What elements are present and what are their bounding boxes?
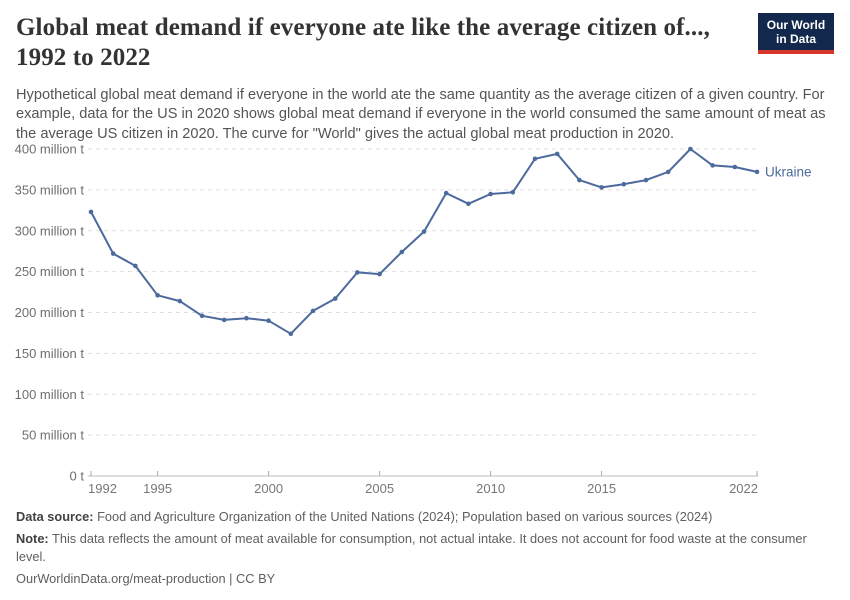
chart-title: Global meat demand if everyone ate like … <box>16 14 710 71</box>
data-point[interactable] <box>554 151 560 157</box>
y-tick-label: 200 million t <box>15 305 85 320</box>
note-text: This data reflects the amount of meat av… <box>16 531 807 565</box>
x-tick-label: 2015 <box>587 481 616 496</box>
data-source-label: Data source: <box>16 509 94 524</box>
y-tick-label: 350 million t <box>15 182 85 197</box>
data-point[interactable] <box>532 156 538 162</box>
owid-logo[interactable]: Our World in Data <box>758 13 834 54</box>
owid-logo-line2: in Data <box>775 31 816 46</box>
x-tick-label: 2010 <box>476 481 505 496</box>
owid-logo-line1: Our World <box>766 17 826 32</box>
x-tick-label: 1992 <box>88 481 117 496</box>
data-point[interactable] <box>754 169 760 175</box>
chart-footer: Data source: Food and Agriculture Organi… <box>16 508 834 593</box>
x-tick-label: 1995 <box>143 481 172 496</box>
y-tick-label: 400 million t <box>15 142 85 157</box>
data-point[interactable] <box>288 331 294 337</box>
y-tick-label: 50 million t <box>22 428 85 443</box>
x-axis-labels: 1992 1995 2000 2005 2010 2015 2022 <box>88 471 758 496</box>
data-point[interactable] <box>510 190 516 195</box>
data-point[interactable] <box>332 296 338 301</box>
data-point[interactable] <box>155 293 160 298</box>
chart-header: Global meat demand if everyone ate like … <box>16 13 834 144</box>
data-point[interactable] <box>110 251 116 256</box>
separator: | <box>225 571 237 587</box>
citation-line: OurWorldinData.org/meat-production | CC … <box>16 570 834 588</box>
data-point[interactable] <box>466 201 471 207</box>
data-point[interactable] <box>199 313 205 319</box>
y-gridlines <box>88 148 758 477</box>
data-point[interactable] <box>266 318 271 323</box>
data-point[interactable] <box>732 164 738 170</box>
data-point[interactable] <box>377 271 382 277</box>
y-tick-label: 0 t <box>70 469 85 484</box>
data-point[interactable] <box>177 298 183 304</box>
data-point[interactable] <box>310 308 316 314</box>
data-point[interactable] <box>488 191 493 197</box>
chart-subtitle: Hypothetical global meat demand if every… <box>16 87 826 142</box>
x-tick-label: 2005 <box>365 481 394 496</box>
data-source-text: Food and Agriculture Organization of the… <box>97 509 713 524</box>
data-point[interactable] <box>621 181 627 187</box>
y-tick-label: 150 million t <box>15 346 85 361</box>
data-line-ukraine[interactable] <box>90 148 758 335</box>
data-points <box>88 146 760 337</box>
y-tick-label: 250 million t <box>15 264 85 279</box>
data-point[interactable] <box>577 177 582 183</box>
canonical-url[interactable]: OurWorldinData.org/meat-production <box>16 571 226 587</box>
data-point[interactable] <box>355 270 360 275</box>
note-line: Note: This data reflects the amount of m… <box>16 530 834 566</box>
data-point[interactable] <box>399 249 405 255</box>
y-axis-labels: 0 t 50 million t 100 million t 150 million … <box>15 142 85 484</box>
line-chart[interactable]: 0 t 50 million t 100 million t 150 million … <box>0 140 850 505</box>
data-point[interactable] <box>643 177 649 183</box>
data-point[interactable] <box>221 317 227 323</box>
x-tick-label: 2022 <box>729 481 758 496</box>
data-point[interactable] <box>88 209 94 215</box>
data-point[interactable] <box>421 229 427 234</box>
x-tick-label: 2000 <box>254 481 283 496</box>
license-label[interactable]: CC BY <box>236 571 276 587</box>
data-point[interactable] <box>599 185 604 190</box>
data-point[interactable] <box>665 169 671 175</box>
data-point[interactable] <box>244 315 249 321</box>
data-source-line: Data source: Food and Agriculture Organi… <box>16 508 834 526</box>
entity-label[interactable]: Ukraine <box>765 164 812 179</box>
y-tick-label: 300 million t <box>15 223 85 238</box>
data-point[interactable] <box>133 263 138 269</box>
data-point[interactable] <box>710 163 715 168</box>
data-point[interactable] <box>688 146 693 152</box>
data-point[interactable] <box>443 190 449 196</box>
y-tick-label: 100 million t <box>15 387 85 402</box>
note-label: Note: <box>16 531 49 547</box>
